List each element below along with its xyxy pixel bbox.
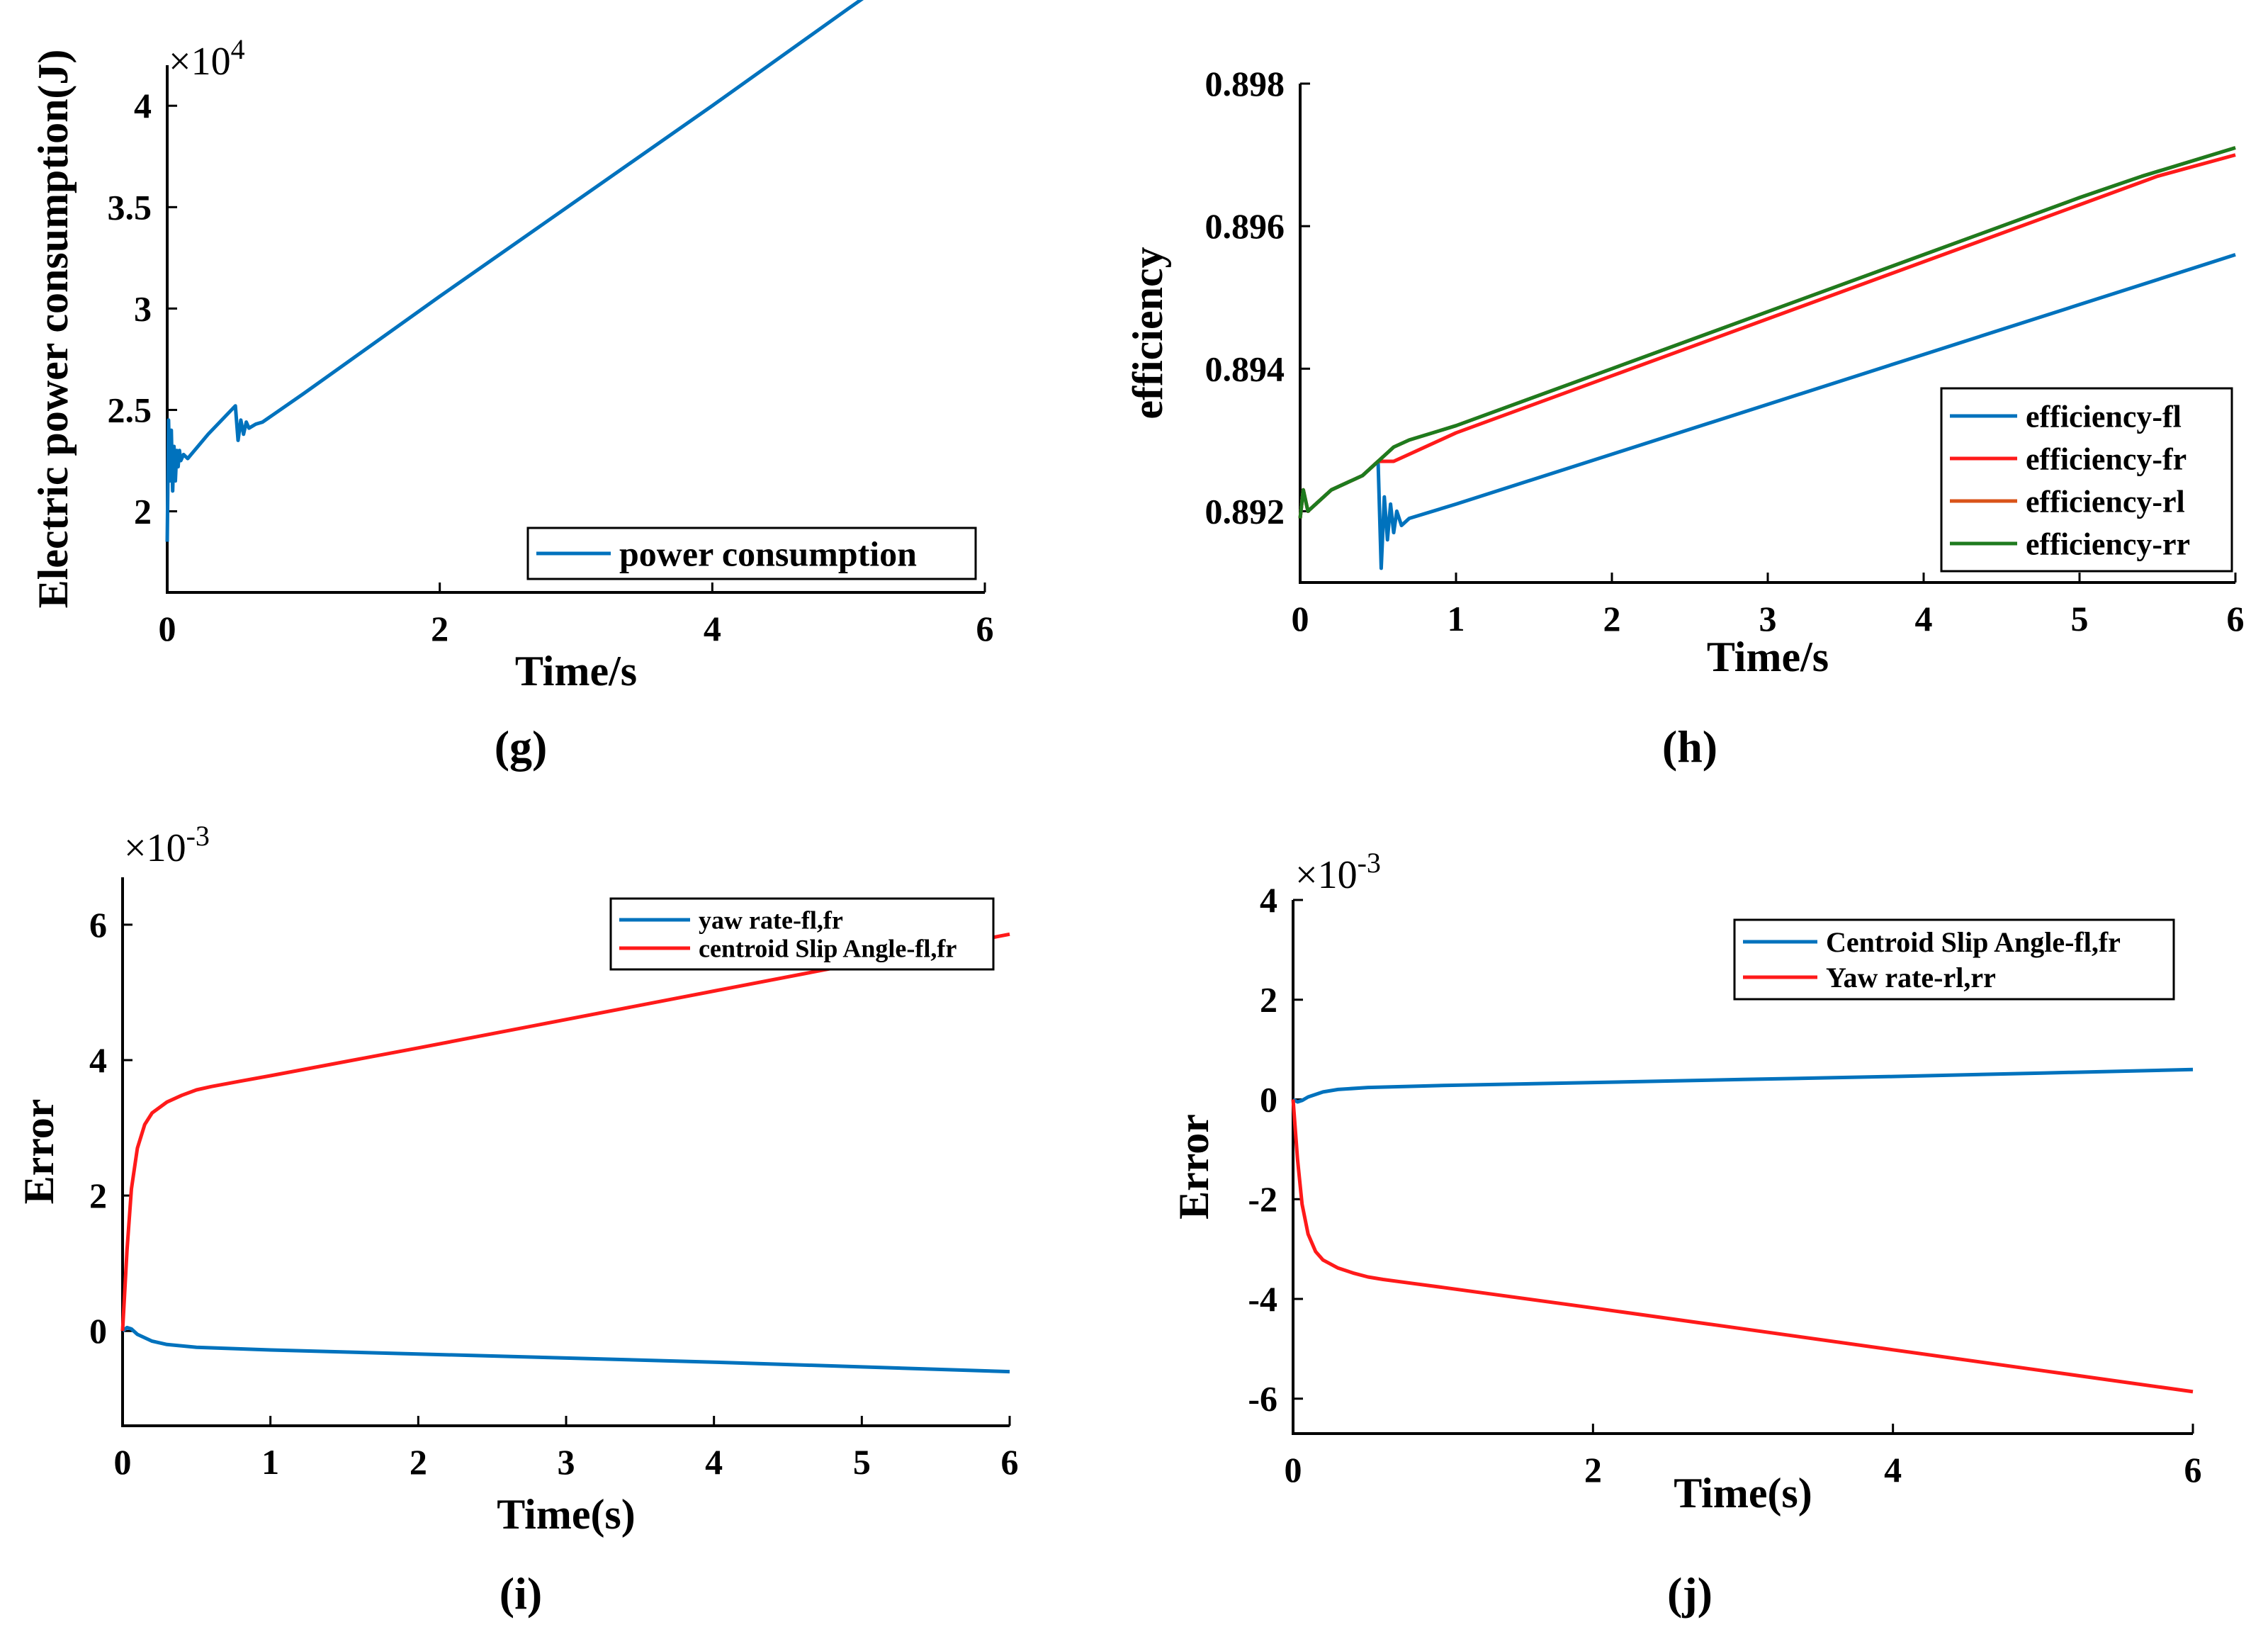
x-axis-title: Time/s: [1707, 634, 1829, 680]
x-tick-label: 2: [1584, 1450, 1602, 1490]
legend-label: Yaw rate-rl,rr: [1826, 962, 1996, 994]
x-axis-title: Time(s): [497, 1491, 636, 1538]
axis-exponent-power: -3: [186, 820, 210, 852]
x-tick-label: 2: [431, 609, 448, 648]
series-line-centroid-slip-angle-fl-fr: [120, 932, 1010, 1332]
x-tick-label: 4: [1915, 599, 1933, 638]
legend-label: power consumption: [619, 534, 917, 574]
legend-label: yaw rate-fl,fr: [699, 906, 843, 935]
legend: power consumption: [526, 527, 977, 580]
x-tick-label: 4: [704, 609, 721, 648]
y-tick-label: 4: [134, 86, 152, 125]
axis-exponent-power: -3: [1358, 847, 1381, 879]
y-tick-label: 2: [134, 492, 152, 531]
series-line-centroid-slip-angle-fl-fr: [1292, 1067, 2194, 1104]
legend-box: [609, 897, 995, 971]
panel-caption: (h): [1662, 721, 1717, 772]
y-tick-label: 4: [89, 1040, 107, 1080]
x-tick-label: 0: [159, 609, 176, 648]
legend: Centroid Slip Angle-fl,fr Yaw rate-rl,rr: [1733, 918, 2175, 1001]
chart-panel-i: 0 1 2 3 4 5 6 0 2 4 6 ×10-3 Time(s) Error yaw rate-fl,…: [16, 820, 1019, 1619]
legend-box: [1733, 918, 2175, 1001]
legend: efficiency-fl efficiency-fr efficiency-rl e…: [1940, 387, 2233, 573]
y-tick-label: 0.896: [1205, 206, 1285, 246]
x-tick-label: 2: [1603, 599, 1621, 638]
x-tick-label: 1: [1448, 599, 1465, 638]
y-tick-label: 0.898: [1205, 64, 1285, 103]
y-tick-label: 0.894: [1205, 349, 1285, 388]
y-tick-label: 0: [1260, 1079, 1277, 1119]
panel-caption: (g): [495, 721, 548, 772]
x-tick-label: 5: [2071, 599, 2089, 638]
x-tick-label: 2: [410, 1442, 427, 1482]
y-tick-label: 4: [1260, 880, 1277, 920]
x-tick-label: 0: [1285, 1450, 1302, 1490]
panel-caption: (j): [1667, 1568, 1713, 1619]
y-tick-label: 0.892: [1205, 491, 1285, 531]
y-axis-title: Electric power consumption(J): [30, 50, 77, 609]
chart-panel-j: 0 2 4 6 -6 -4 -2 0 2 4 ×10-3 Time(s) Error Centroid S…: [1170, 847, 2202, 1619]
series-line-efficiency-rr: [1298, 146, 2236, 519]
x-tick-label: 4: [705, 1442, 723, 1482]
y-tick-label: -4: [1248, 1279, 1277, 1319]
y-tick-label: 2: [89, 1176, 107, 1215]
legend-box: [1940, 387, 2233, 573]
y-tick-label: -2: [1248, 1179, 1277, 1219]
y-axis-title: efficiency: [1124, 247, 1171, 419]
series-line-yaw-rate-rl-rr: [1291, 1099, 2194, 1394]
axis-exponent-power: 4: [231, 33, 245, 65]
y-tick-label: 2: [1260, 980, 1277, 1020]
chart-panel-h: 0 1 2 3 4 5 6 0.892 0.894 0.896 0.898 Time/s efficie…: [1124, 64, 2245, 772]
axis-exponent-base: ×10: [124, 826, 186, 870]
axis-exponent-label: ×104: [169, 33, 245, 84]
legend-label: efficiency-fl: [2026, 399, 2182, 434]
y-tick-label: 6: [89, 905, 107, 945]
x-axis-title: Time/s: [515, 648, 637, 694]
panel-caption: (i): [500, 1568, 542, 1619]
x-tick-label: 1: [261, 1442, 279, 1482]
y-tick-label: -6: [1248, 1379, 1277, 1419]
axis-exponent-base: ×10: [1295, 853, 1358, 897]
x-tick-label: 6: [2184, 1450, 2202, 1490]
axis-lines: [166, 65, 985, 594]
y-axis-title: Error: [1170, 1114, 1217, 1220]
x-tick-label: 3: [558, 1442, 575, 1482]
x-tick-label: 0: [114, 1442, 132, 1482]
y-axis-title: Error: [16, 1099, 62, 1205]
y-tick-label: 2.5: [108, 390, 152, 429]
x-tick-label: 5: [853, 1442, 871, 1482]
legend-label: Centroid Slip Angle-fl,fr: [1826, 926, 2121, 958]
series-line-yaw-rate-fl-fr: [121, 1325, 1010, 1374]
legend-box: [526, 527, 977, 580]
y-tick-label: 0: [89, 1311, 107, 1351]
legend-label: centroid Slip Angle-fl,fr: [699, 935, 957, 963]
y-tick-label: 3.5: [108, 187, 152, 227]
axis-exponent-label: ×10-3: [1295, 847, 1381, 897]
legend-label: efficiency-fr: [2026, 441, 2187, 476]
x-tick-label: 3: [1759, 599, 1777, 638]
x-tick-label: 6: [2227, 599, 2245, 638]
x-tick-label: 6: [1001, 1442, 1019, 1482]
x-tick-label: 6: [976, 609, 994, 648]
x-axis-title: Time(s): [1674, 1470, 1812, 1516]
series-line-power-consumption: [165, 0, 864, 542]
axis-exponent-label: ×10-3: [124, 820, 210, 870]
axis-exponent-base: ×10: [169, 40, 231, 84]
x-tick-label: 0: [1292, 599, 1309, 638]
legend-label: efficiency-rl: [2026, 484, 2185, 519]
legend-label: efficiency-rr: [2026, 527, 2190, 561]
y-tick-label: 3: [134, 288, 152, 328]
x-tick-label: 4: [1884, 1450, 1902, 1490]
